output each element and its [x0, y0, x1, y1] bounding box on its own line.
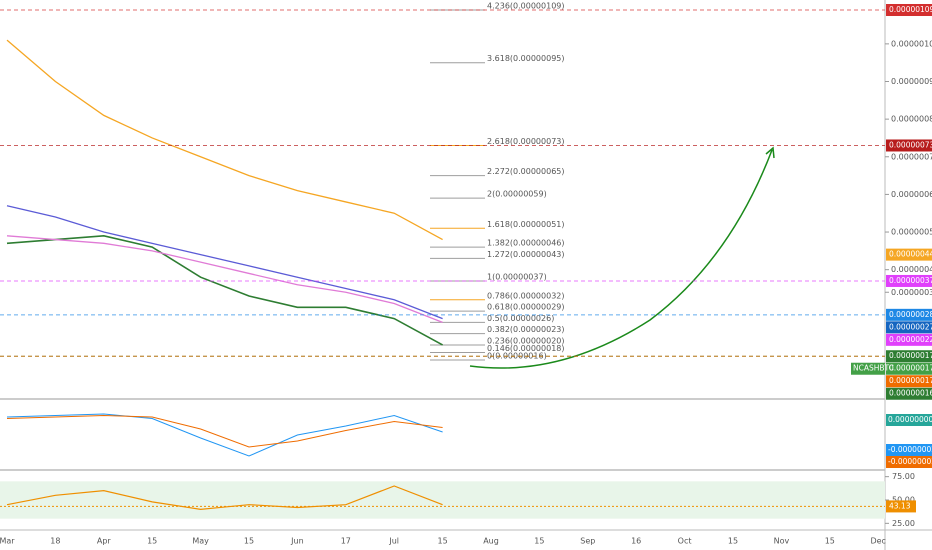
x-tick-label: 15: [438, 537, 448, 546]
price-badge-label: 0.00000073: [889, 140, 932, 149]
price-badge: [886, 350, 932, 363]
fib-label: 1.618(0.00000051): [487, 220, 565, 229]
price-badge: [886, 308, 932, 321]
price-line: [6, 235, 443, 323]
x-tick-label: Jul: [388, 537, 399, 546]
price-badge-label: 0.00000037: [889, 276, 932, 285]
x-tick-label: 15: [534, 537, 544, 546]
rsi-badge: [886, 500, 916, 513]
x-tick-label: Oct: [678, 537, 692, 546]
fib-label: 0(0.00000016): [487, 352, 547, 361]
price-line: [6, 205, 443, 320]
fib-label: 2(0.00000059): [487, 190, 547, 199]
fib-label: 0.618(0.00000029): [487, 303, 565, 312]
fib-label: 0.382(0.00000023): [487, 325, 565, 334]
fib-label: 3.618(0.00000095): [487, 54, 565, 63]
price-badge-label: 0.00000027: [889, 322, 932, 331]
fib-label: 0.236(0.00000020): [487, 336, 565, 345]
price-badge: [886, 333, 932, 346]
arrow-head: [765, 146, 775, 159]
price-badge-label: 0.00000017: [889, 364, 932, 373]
rsi-band: [0, 481, 885, 519]
price-badge-label: 0.00000022: [889, 335, 932, 344]
x-tick-label: 15: [147, 537, 157, 546]
fib-label: 1.382(0.00000046): [487, 239, 565, 248]
price-badge-label: 0.00000017: [889, 376, 932, 385]
price-badge-label: 0.00000016: [889, 389, 932, 398]
fib-label: 1.272(0.00000043): [487, 250, 565, 259]
x-tick-label: Apr: [97, 537, 112, 546]
rsi-line: [6, 485, 443, 510]
fib-label: 0.146(0.00000018): [487, 344, 565, 353]
macd-badge: [886, 444, 932, 456]
fib-label: 0.5(0.00000026): [487, 314, 554, 323]
macd-badge-label: 0.00000000: [888, 415, 932, 424]
macd-line: [6, 414, 443, 448]
price-badge-label: 0.00000109: [889, 5, 932, 14]
price-badge: [886, 4, 932, 16]
x-tick-label: 15: [244, 537, 254, 546]
fib-label: 4.236(0.00000109): [487, 2, 565, 11]
price-badge: [886, 274, 932, 287]
x-tick-label: 15: [728, 537, 738, 546]
rsi-tick-label: 75.00: [892, 472, 915, 481]
fib-label: 2.272(0.00000065): [487, 167, 565, 176]
x-tick-label: 18: [50, 537, 60, 546]
x-tick-label: 15: [825, 537, 835, 546]
macd-badge-label: -0.00000002: [888, 457, 932, 466]
x-tick-label: May: [192, 537, 209, 546]
x-tick-label: 17: [341, 537, 351, 546]
macd-badge: [886, 456, 932, 468]
price-badge: [886, 387, 932, 400]
rsi-tick-label: 50.00: [892, 496, 915, 505]
macd-badge: [886, 414, 932, 426]
price-line: [6, 234, 443, 346]
price-badge-label: 0.00000044: [889, 250, 932, 259]
x-tick-label: Dec: [870, 537, 885, 546]
price-line: [6, 39, 443, 241]
macd-badge-label: -0.00000002: [888, 445, 932, 454]
macd-line: [6, 413, 443, 457]
x-tick-label: Sep: [580, 537, 595, 546]
price-badge: [886, 321, 932, 334]
rsi-tick-label: 25.00: [892, 519, 915, 528]
fib-label: 1(0.00000037): [487, 272, 547, 281]
x-tick-label: Mar: [0, 537, 15, 546]
price-badge-label: 0.00000028: [889, 310, 932, 319]
rsi-badge-label: 43.13: [889, 501, 911, 510]
price-badge: [886, 375, 932, 388]
x-tick-label: Nov: [774, 537, 790, 546]
symbol-badge: [851, 362, 885, 375]
fib-label: 2.618(0.00000073): [487, 137, 565, 146]
x-tick-label: Aug: [483, 537, 499, 546]
price-badge: [886, 248, 932, 261]
x-tick-label: 16: [631, 537, 641, 546]
x-tick-label: Jun: [290, 537, 304, 546]
price-badge-label: 0.00000017: [889, 351, 932, 360]
projection-arrow: [469, 149, 773, 369]
fib-label: 0.786(0.00000032): [487, 291, 565, 300]
symbol-label: NCASHBTC: [853, 364, 894, 373]
price-badge: [886, 362, 932, 375]
price-badge: [886, 139, 932, 152]
